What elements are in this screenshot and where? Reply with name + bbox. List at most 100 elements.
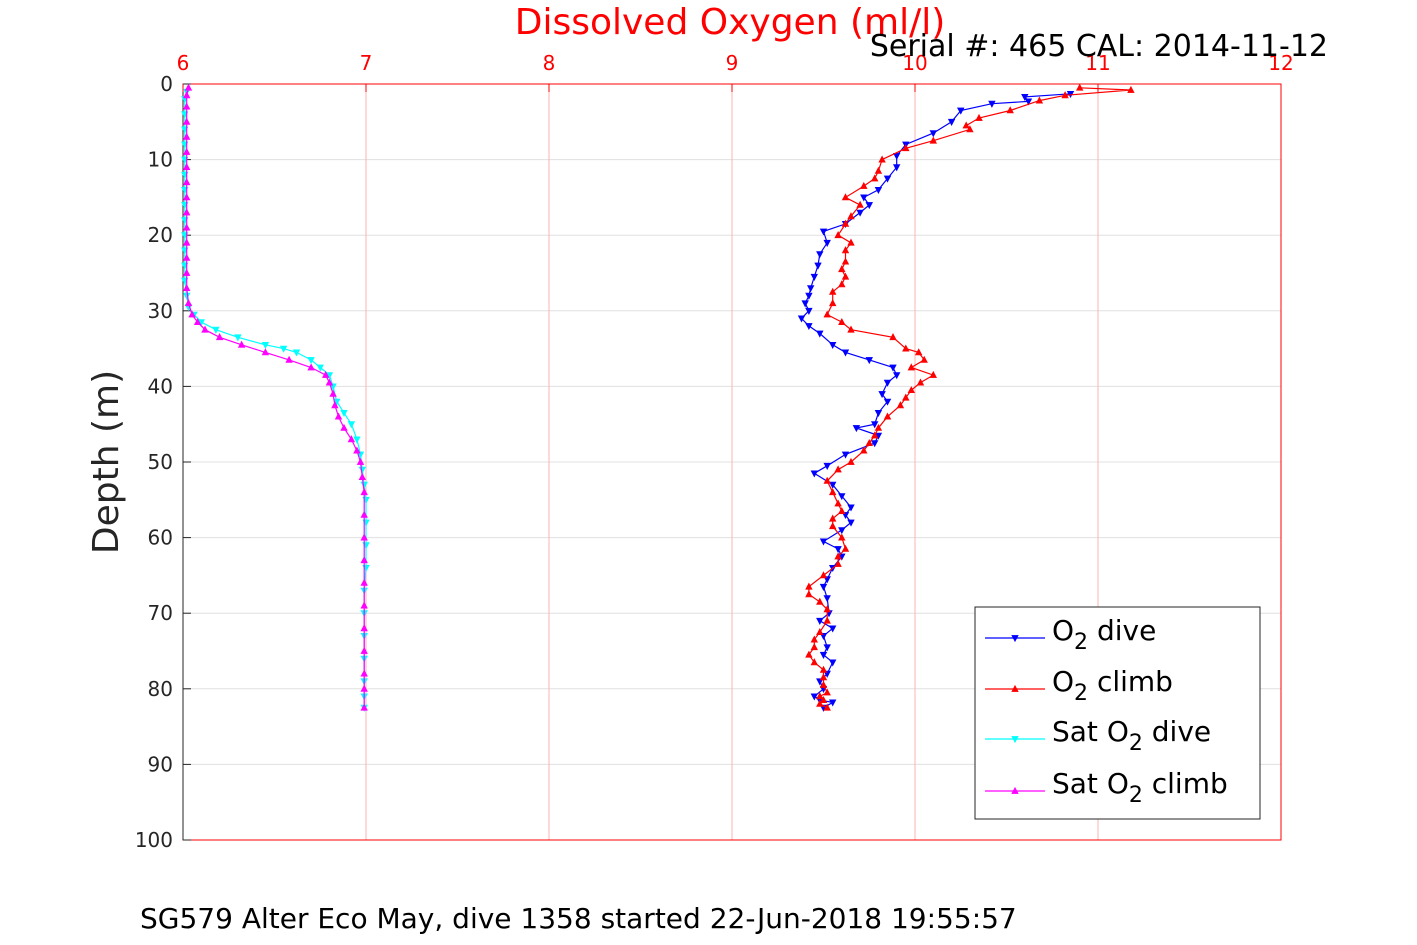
data-point-o2_climb [834,559,842,567]
data-point-sat_dive [353,436,361,444]
data-point-o2_dive [816,617,824,625]
data-point-o2_climb [907,363,915,371]
data-point-o2_climb [810,635,818,643]
data-point-o2_climb [865,438,873,447]
x-tick-label: 11 [1085,51,1110,75]
data-point-sat_climb [183,147,191,155]
data-point-o2_climb [1035,96,1044,104]
data-point-o2_climb [805,590,813,598]
data-point-o2_dive [889,364,897,372]
data-point-o2_climb [847,212,855,220]
data-point-o2_climb [874,166,883,174]
data-point-o2_climb [841,272,850,280]
data-point-o2_climb [810,643,818,651]
data-point-sat_climb [325,378,334,386]
data-point-o2_climb [819,571,828,579]
data-point-o2_climb [829,299,837,307]
data-point-sat_climb [360,488,368,496]
data-point-o2_climb [805,582,813,590]
y-tick-label: 40 [148,374,173,398]
data-point-sat_dive [292,349,301,357]
data-point-o2_climb [902,344,910,352]
data-point-sat_climb [360,669,368,677]
data-point-o2_dive [893,164,901,172]
x-tick-label: 6 [177,51,190,75]
y-tick-label: 10 [148,148,173,172]
legend-item-sat_dive: Sat O2 dive [985,715,1211,756]
y-tick-label: 100 [135,828,173,852]
data-point-o2_climb [816,692,824,700]
data-point-o2_climb [920,355,928,363]
legend-prefix: Sat [1052,715,1107,748]
data-point-o2_dive [805,292,813,300]
data-point-o2_climb [823,703,831,711]
data-point-sat_climb [285,355,293,363]
data-point-sat_climb [360,684,368,692]
data-point-o2_climb [878,155,886,163]
legend-base: O [1052,614,1074,647]
data-point-o2_climb [841,246,850,254]
data-point-o2_climb [902,144,910,152]
data-point-o2_dive [841,451,850,459]
data-point-o2_dive [810,693,818,701]
data-point-o2_climb [819,680,828,688]
data-point-sat_climb [329,389,337,397]
data-point-sat_climb [183,162,191,170]
data-point-o2_climb [834,231,842,239]
data-point-o2_dive [823,595,831,603]
data-point-o2_climb [823,616,831,624]
data-point-o2_dive [988,100,996,108]
legend-suffix: dive [1088,614,1156,647]
data-point-o2_climb [834,552,842,560]
data-point-sat_climb [237,340,246,348]
data-point-o2_climb [838,265,846,273]
legend-marker-sat_dive [1011,736,1019,744]
data-point-o2_climb [841,193,850,201]
data-point-sat_climb [183,238,191,246]
legend-label-sat_dive: Sat O2 dive [1052,715,1211,756]
y-tick-label: 0 [160,72,173,96]
legend-label-o2_dive: O2 dive [1052,614,1156,655]
data-point-sat_climb [356,457,365,465]
data-point-o2_climb [841,257,850,265]
data-point-sat_climb [184,299,193,307]
y-tick-label: 60 [148,526,173,550]
data-point-o2_dive [852,425,861,433]
data-point-o2_dive [874,187,883,195]
y-tick-label: 70 [148,601,173,625]
data-point-o2_climb [819,665,828,673]
legend-subscript: 2 [1129,783,1143,808]
data-point-o2_dive [838,527,846,535]
data-point-sat_climb [360,703,368,711]
legend-label-o2_climb: O2 climb [1052,665,1173,706]
data-point-o2_climb [896,401,905,409]
data-point-o2_dive [819,651,828,659]
data-point-o2_climb [834,499,842,507]
data-point-o2_climb [823,605,831,613]
data-point-o2_dive [823,239,831,247]
data-point-o2_dive [797,315,806,323]
data-point-o2_dive [856,209,864,217]
data-point-o2_dive [878,391,886,399]
data-point-o2_climb [847,457,855,465]
data-point-sat_climb [360,624,368,632]
data-point-o2_climb [823,310,831,318]
y-axis-label: Depth (m) [86,370,127,554]
data-point-o2_climb [1127,85,1135,93]
data-point-o2_climb [966,125,974,133]
data-point-o2_climb [902,393,910,401]
data-point-sat_climb [183,208,191,216]
data-point-o2_dive [883,379,892,387]
data-point-o2_dive [819,538,828,546]
data-point-sat_climb [360,646,368,654]
data-point-sat_dive [234,334,242,342]
data-point-sat_dive [316,364,324,372]
data-point-o2_climb [834,465,842,473]
data-point-o2_climb [1076,83,1084,91]
data-point-o2_dive [883,175,892,183]
legend-item-o2_dive: O2 dive [985,614,1156,655]
legend-subscript: 2 [1074,681,1088,706]
data-point-sat_dive [347,421,356,429]
y-tick-label: 90 [148,752,173,776]
